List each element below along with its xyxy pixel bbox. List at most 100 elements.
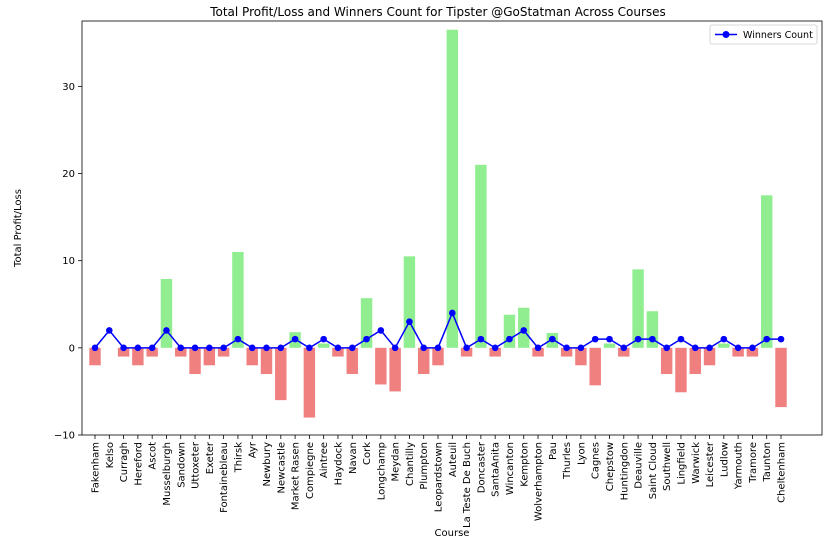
bar-chepstow	[603, 343, 616, 348]
x-tick-label-sandown: Sandown	[176, 442, 187, 488]
bar-doncaster	[475, 164, 487, 348]
x-tick-label-navan: Navan	[348, 442, 359, 474]
winners-point-wolverhampton	[534, 344, 542, 352]
winners-point-lingfield	[677, 335, 685, 343]
winners-point-leicester	[706, 344, 713, 352]
winners-point-navan	[348, 344, 356, 352]
winners-point-uttoxeter	[191, 344, 199, 352]
winners-point-fakenham	[91, 344, 99, 352]
winners-point-leopardstown	[434, 344, 442, 352]
winners-point-la-teste-de-buch	[463, 344, 470, 352]
legend-box	[709, 24, 818, 45]
x-tick-label-kempton: Kempton	[519, 442, 530, 487]
x-tick-label-tramore: Tramore	[748, 442, 759, 484]
x-axis-ticks: Fakenham Kelso Curragh Hereford Ascot Musselb…	[91, 435, 788, 528]
winners-point-huntingdon	[620, 344, 628, 352]
bar-huntingdon	[618, 347, 630, 357]
bar-haydock	[332, 347, 344, 357]
x-tick-label-cork: Cork	[362, 442, 373, 465]
x-tick-label-pau: Pau	[548, 442, 559, 460]
bar-ayr	[246, 347, 258, 366]
bar-compiegne	[303, 347, 316, 418]
x-tick-label-fontainebleau: Fontainebleau	[219, 442, 230, 513]
bar-fakenham	[89, 347, 101, 366]
x-tick-label-wincanton: Wincanton	[505, 442, 516, 495]
bar-cork	[360, 298, 373, 348]
bar-thurles	[560, 347, 573, 357]
x-tick-label-ludlow: Ludlow	[719, 442, 730, 477]
x-tick-label-longchamp: Longchamp	[376, 442, 387, 500]
winners-point-fontainebleau	[220, 344, 227, 352]
winners-point-thirsk	[234, 335, 242, 343]
x-tick-label-leicester: Leicester	[705, 441, 716, 487]
x-tick-label-auteuil: Auteuil	[448, 442, 459, 477]
bar-exeter	[203, 347, 216, 366]
x-tick-label-doncaster: Doncaster	[476, 441, 487, 493]
y-tick-label: 0	[69, 343, 75, 354]
winners-point-pau	[549, 335, 556, 343]
x-tick-label-newbury: Newbury	[262, 442, 273, 487]
x-tick-label-hereford: Hereford	[133, 442, 144, 486]
bar-ascot	[146, 347, 158, 357]
winners-point-yarmouth	[734, 344, 742, 352]
bar-leopardstown	[432, 347, 444, 366]
winners-point-longchamp	[377, 327, 385, 334]
winners-point-chantilly	[406, 318, 413, 325]
bar-tramore	[746, 347, 759, 357]
x-tick-label-lyon: Lyon	[576, 442, 587, 465]
x-tick-label-fakenham: Fakenham	[91, 442, 102, 493]
winners-point-haydock	[334, 344, 342, 352]
x-tick-label-taunton: Taunton	[762, 442, 773, 483]
winners-point-southwell	[663, 344, 670, 352]
x-tick-label-leopardstown: Leopardstown	[434, 442, 445, 512]
x-tick-label-chantilly: Chantilly	[405, 442, 416, 486]
bar-warwick	[689, 347, 701, 374]
bar-lyon	[575, 347, 587, 366]
y-tick-label: −10	[54, 431, 75, 442]
x-tick-label-musselburgh: Musselburgh	[162, 442, 173, 506]
winners-point-newbury	[263, 344, 270, 352]
bar-wincanton	[503, 314, 516, 348]
bar-fontainebleau	[217, 347, 230, 357]
x-tick-label-santaanita: SantaAnita	[491, 442, 502, 497]
x-tick-label-meydan: Meydan	[391, 442, 402, 482]
winners-point-thurles	[563, 344, 570, 352]
x-tick-label-chepstow: Chepstow	[605, 442, 616, 491]
x-tick-label-cheltenham: Cheltenham	[777, 442, 788, 503]
bar-yarmouth	[732, 347, 744, 357]
x-tick-label-thurles: Thurles	[562, 442, 573, 480]
x-tick-label-wolverhampton: Wolverhampton	[534, 442, 545, 521]
x-tick-label-compiegne: Compiegne	[305, 442, 316, 499]
legend-marker-swatch	[722, 31, 730, 38]
winners-point-lyon	[577, 344, 585, 352]
x-tick-label-plumpton: Plumpton	[419, 442, 430, 490]
x-tick-label-curragh: Curragh	[119, 442, 130, 482]
bar-cheltenham	[775, 347, 787, 408]
x-tick-label-southwell: Southwell	[662, 442, 673, 491]
bar-ludlow	[718, 343, 730, 348]
bar-santaanita	[489, 347, 501, 357]
x-tick-label-exeter: Exeter	[205, 441, 216, 474]
y-tick-label: 20	[62, 169, 75, 180]
bar-thirsk	[232, 251, 244, 348]
bar-newcastle	[275, 347, 287, 401]
bar-hereford	[132, 347, 144, 366]
y-axis-label: Total Profit/Loss	[13, 189, 24, 268]
winners-point-exeter	[206, 344, 213, 352]
bar-musselburgh	[160, 278, 173, 348]
bar-cagnes	[589, 347, 601, 386]
winners-point-taunton	[763, 335, 771, 343]
winners-point-auteuil	[448, 309, 456, 317]
bar-wolverhampton	[532, 347, 544, 357]
bar-plumpton	[417, 347, 430, 374]
x-tick-label-newcastle: Newcastle	[276, 442, 287, 494]
winners-point-aintree	[320, 335, 327, 343]
bar-taunton	[760, 195, 773, 348]
x-tick-label-market-rasen: Market Rasen	[291, 442, 302, 510]
x-tick-label-warwick: Warwick	[691, 442, 702, 484]
winners-point-cagnes	[591, 335, 599, 343]
bar-lingfield	[675, 347, 687, 393]
bar-leicester	[703, 347, 716, 366]
winners-point-musselburgh	[163, 327, 170, 334]
